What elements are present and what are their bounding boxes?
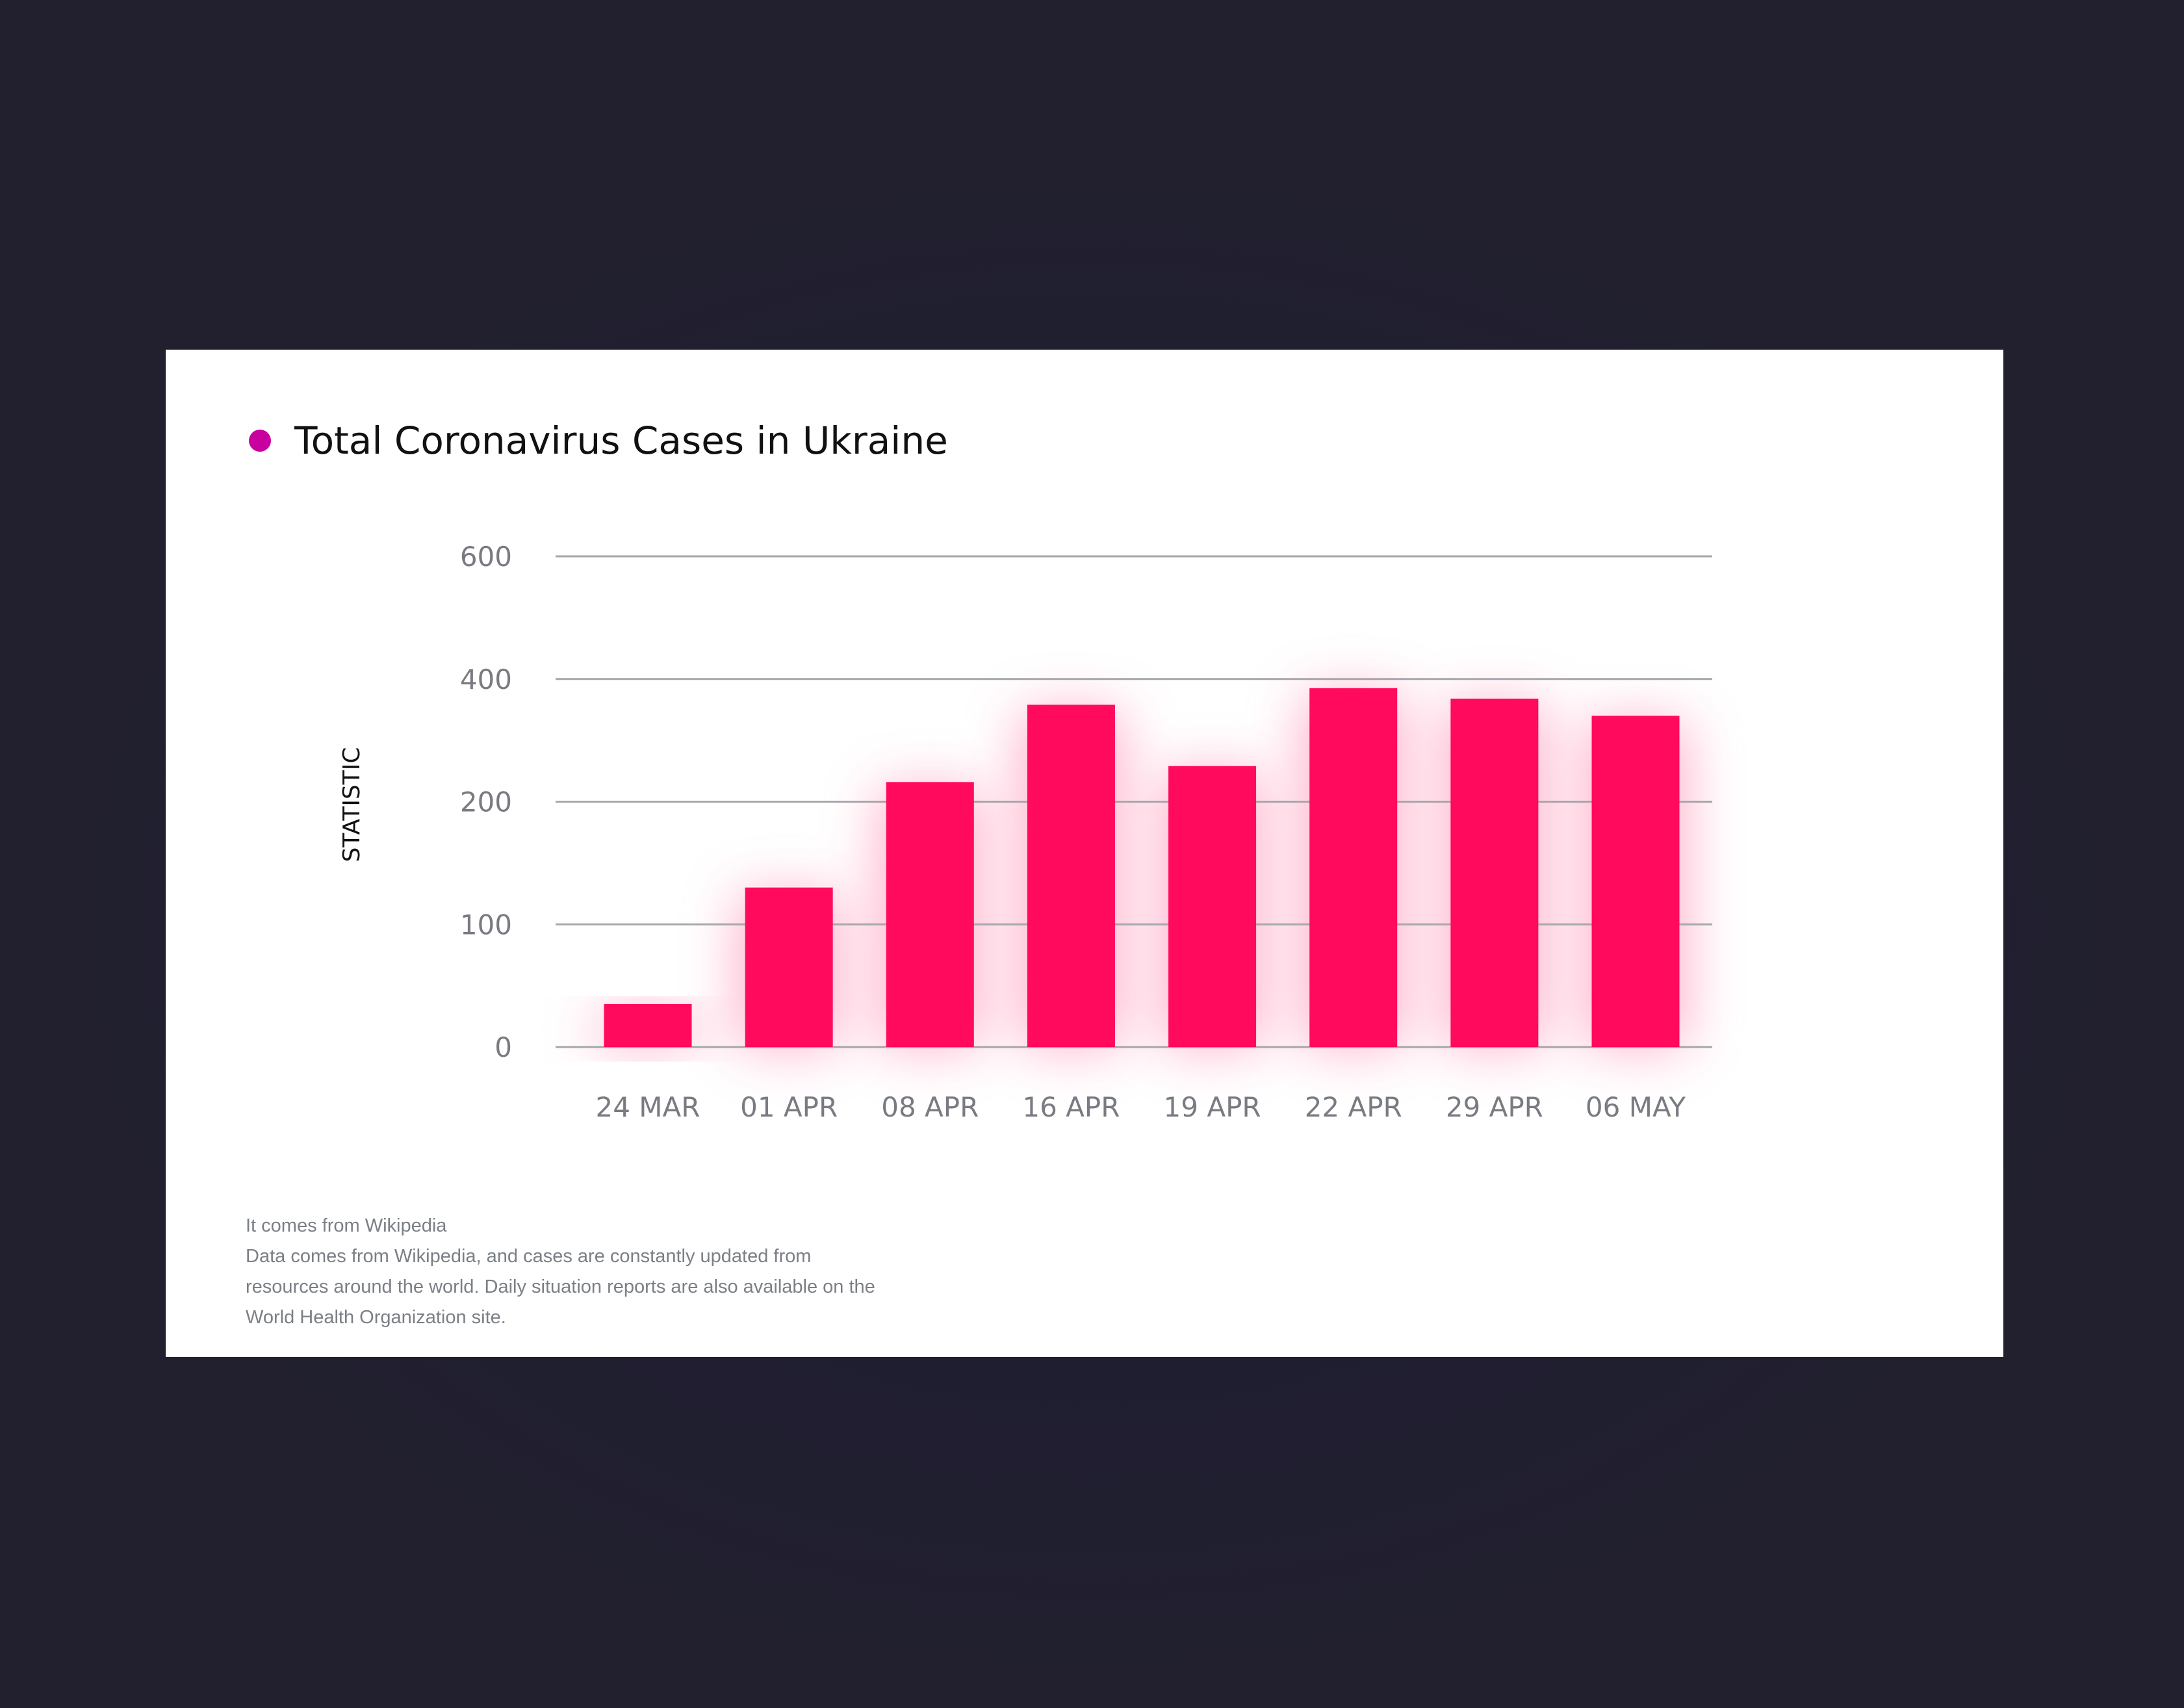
source-notes: It comes from Wikipedia Data comes from … xyxy=(246,1211,1090,1333)
y-tick-label: 600 xyxy=(460,541,512,573)
bar-chart: 0 100 200 400 600 24 MAR 01 APR 08 APR 16 APR 19… xyxy=(339,541,1712,1123)
x-tick-label: 24 MAR xyxy=(596,1091,700,1123)
note-line: World Health Organization site. xyxy=(246,1307,506,1328)
bar xyxy=(1309,688,1398,1047)
x-tick-label: 19 APR xyxy=(1164,1091,1261,1123)
note-line: resources around the world. Daily situat… xyxy=(246,1276,875,1297)
note-line: It comes from Wikipedia xyxy=(246,1215,447,1236)
y-tick-labels: 0 100 200 400 600 xyxy=(460,541,512,1063)
x-tick-labels: 24 MAR 01 APR 08 APR 16 APR 19 APR 22 APR 29 A… xyxy=(596,1091,1686,1123)
y-tick-label: 0 xyxy=(495,1031,512,1063)
bar xyxy=(745,887,833,1047)
bar xyxy=(1027,705,1115,1047)
note-line: Data comes from Wikipedia, and cases are… xyxy=(246,1246,812,1267)
bars xyxy=(604,688,1680,1047)
x-tick-label: 06 MAY xyxy=(1586,1091,1686,1123)
chart-title: Total Coronavirus Cases in Ukraine xyxy=(294,419,948,463)
x-tick-label: 08 APR xyxy=(881,1091,979,1123)
bar xyxy=(1591,716,1680,1047)
bar xyxy=(1450,698,1539,1047)
y-tick-label: 100 xyxy=(460,909,512,940)
chart-title-row: Total Coronavirus Cases in Ukraine xyxy=(249,415,948,467)
y-tick-label: 200 xyxy=(460,786,512,818)
x-tick-label: 29 APR xyxy=(1446,1091,1543,1123)
dot-icon xyxy=(249,430,271,452)
y-tick-label: 400 xyxy=(460,664,512,695)
bar xyxy=(604,1003,692,1047)
x-tick-label: 01 APR xyxy=(740,1091,838,1123)
x-tick-label: 16 APR xyxy=(1022,1091,1120,1123)
bar xyxy=(886,782,974,1047)
bar xyxy=(1168,766,1257,1047)
chart-card: Total Coronavirus Cases in Ukraine 0 100 2… xyxy=(166,350,2003,1357)
y-axis-label: STATISTIC xyxy=(339,747,365,862)
x-tick-label: 22 APR xyxy=(1305,1091,1402,1123)
